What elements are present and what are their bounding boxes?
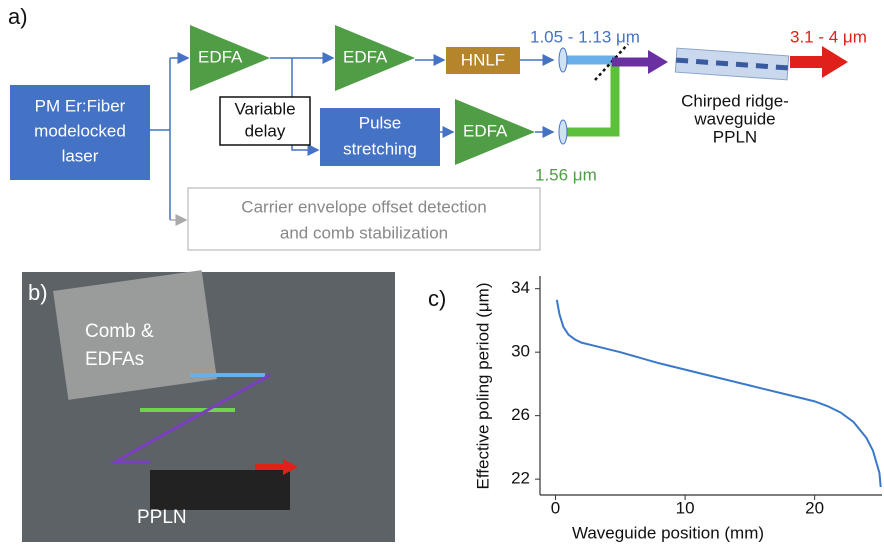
ppln-text: PPLN (137, 507, 187, 528)
comb-text: Comb & (85, 321, 154, 342)
edfa-text: EDFA (463, 121, 508, 140)
photo-enclosure (53, 270, 217, 400)
edfa-amp (335, 25, 415, 91)
panel-label: a) (8, 4, 28, 29)
stretch-box (320, 108, 440, 166)
green-wavelength: 1.56 μm (535, 165, 597, 184)
edfa-text: EDFA (198, 47, 243, 66)
lens (558, 47, 568, 73)
waveguide (674, 47, 790, 81)
y-tick-label: 30 (511, 342, 530, 361)
laser-text: modelocked (34, 121, 126, 140)
ceo-box (187, 187, 541, 251)
panel-label: b) (28, 280, 48, 305)
waveguide-text: waveguide (693, 109, 775, 128)
photo-purple (109, 373, 271, 464)
panel-c: c) Waveguide position (mm) Effective pol… (428, 276, 882, 542)
x-tick-label: 20 (805, 498, 824, 517)
waveguide-text: Chirped ridge- (681, 91, 789, 110)
photo-red-head (283, 459, 298, 475)
comb-text: EDFAs (85, 349, 144, 370)
delay-text: Variable (234, 99, 295, 118)
delay-box (219, 96, 311, 146)
edfa-amp (455, 99, 535, 165)
stretch-text: stretching (343, 139, 417, 158)
green-beam (563, 64, 620, 137)
y-tick-label: 34 (511, 278, 530, 297)
x-tick-label: 0 (551, 498, 560, 517)
panel-b: b) Comb & EDFAs PPLN (22, 270, 395, 542)
dichroic (594, 43, 629, 81)
panel-label: c) (428, 286, 446, 311)
hnlf-box (446, 47, 520, 74)
photo-mount (150, 470, 290, 510)
delay-text: delay (245, 121, 286, 140)
hnlf-text: HNLF (461, 50, 505, 69)
ceo-text: and comb stabilization (280, 223, 448, 242)
y-axis-label: Effective poling period (μm) (473, 283, 492, 490)
red-arrowhead (822, 46, 848, 78)
waveguide-text: PPLN (713, 127, 757, 146)
laser-box (10, 85, 150, 180)
stretch-text: Pulse (359, 113, 402, 132)
blue-wavelength: 1.05 - 1.13 μm (530, 27, 640, 46)
x-tick-label: 10 (676, 498, 695, 517)
panel-a: a) PM Er:Fiber modelocked laser EDFA EDF… (8, 4, 867, 251)
laser-text: PM Er:Fiber (35, 96, 126, 115)
lens (558, 119, 568, 145)
curve (555, 299, 882, 488)
output-wavelength: 3.1 - 4 μm (790, 27, 867, 46)
edfa-text: EDFA (343, 47, 388, 66)
ceo-text: Carrier envelope offset detection (241, 197, 486, 216)
y-tick-label: 22 (511, 469, 530, 488)
connectors (150, 52, 555, 220)
y-tick-label: 26 (511, 405, 530, 424)
x-axis-label: Waveguide position (mm) (572, 523, 764, 542)
edfa-amp (190, 25, 270, 91)
laser-text: laser (62, 146, 99, 165)
purple-arrowhead (648, 50, 668, 74)
